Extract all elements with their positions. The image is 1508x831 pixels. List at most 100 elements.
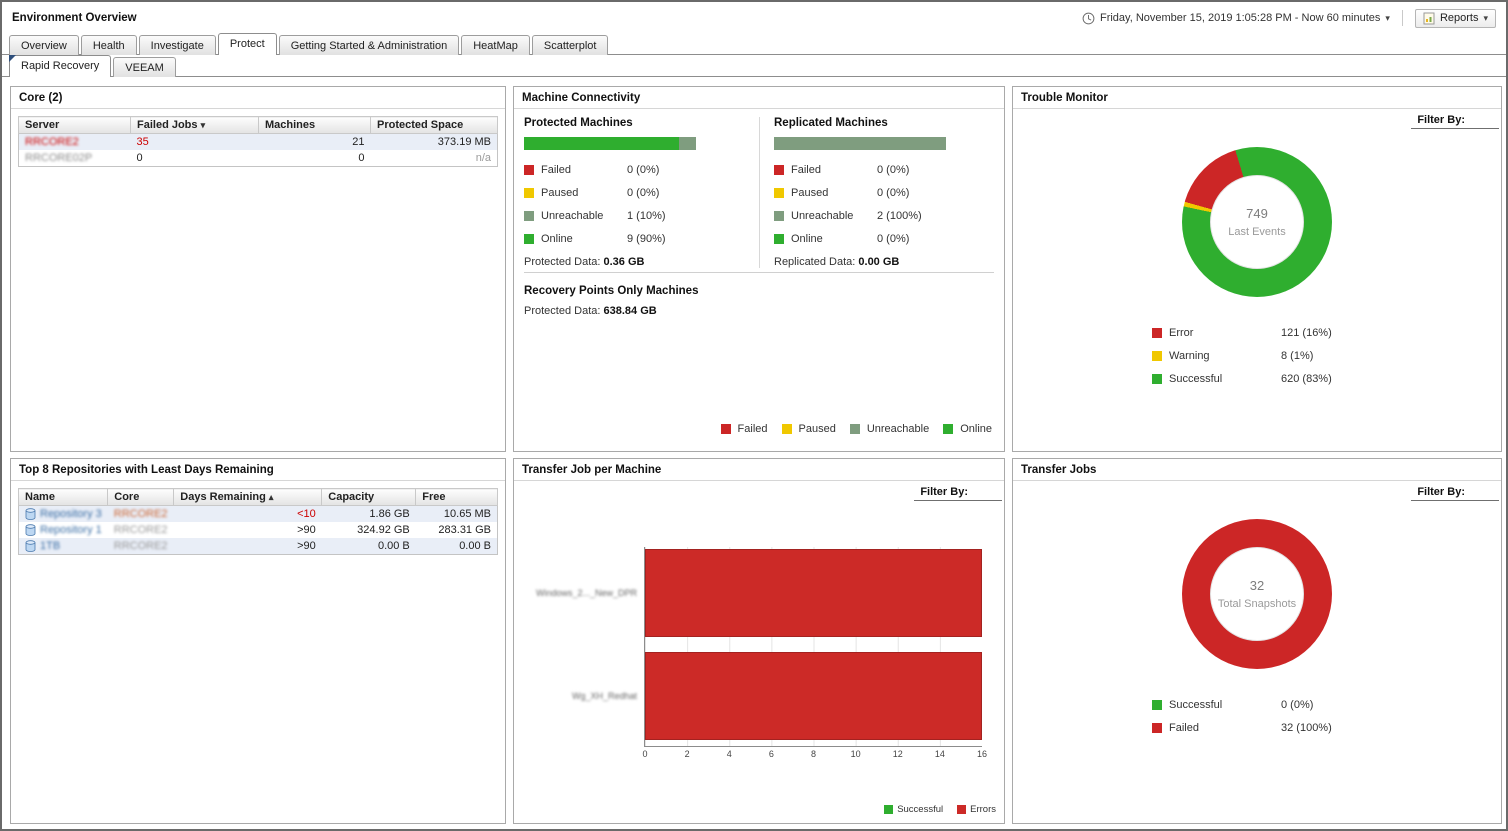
protected-space-value: 373.19 MB <box>437 136 491 148</box>
core-panel: Core (2) Server Failed Jobs ▾ Machines P… <box>10 86 506 452</box>
legend-item: Error 121 (16%) <box>1152 327 1362 339</box>
column-header-name[interactable]: Name <box>17 488 109 506</box>
legend-item: Paused 0 (0%) <box>774 187 994 199</box>
x-axis-tick-label: 6 <box>768 749 774 759</box>
legend-item: Failed 32 (100%) <box>1152 722 1362 734</box>
column-header-failed-jobs[interactable]: Failed Jobs ▾ <box>130 116 259 134</box>
repository-link[interactable]: Repository 3 <box>40 508 102 520</box>
repository-link[interactable]: 1TB <box>40 540 61 552</box>
x-axis-tick-label: 4 <box>726 749 732 759</box>
legend-swatch <box>884 805 894 814</box>
legend-item: Paused 0 (0%) <box>524 187 759 199</box>
legend-label: Paused <box>541 187 579 199</box>
table-row: Repository 1 RRCORE2 >90 324.92 GB 283.3… <box>19 522 498 538</box>
replicated-machines-legend: Failed 0 (0%) Paused 0 (0%) Unreachable 2 (10… <box>774 164 994 245</box>
legend-value: 0 (0%) <box>1281 699 1314 711</box>
days-remaining-value: <10 <box>297 508 316 520</box>
filter-by-row: Filter By: <box>514 481 1004 501</box>
donut-center-label: Total Snapshots <box>1217 598 1297 610</box>
machines-value: 21 <box>352 136 365 148</box>
errors-bar <box>645 652 982 740</box>
filter-by-input[interactable]: Filter By: <box>914 486 1002 501</box>
section-heading: Recovery Points Only Machines <box>524 285 699 297</box>
protected-space-value: n/a <box>475 152 491 164</box>
donut-center: 32 Total Snapshots <box>1210 547 1304 641</box>
tab-scatterplot[interactable]: Scatterplot <box>531 35 609 55</box>
filter-by-label: Filter By: <box>920 486 968 498</box>
legend-swatch <box>774 165 784 175</box>
legend-value: 0 (0%) <box>877 164 910 176</box>
legend-value: 8 (1%) <box>1281 350 1314 362</box>
column-header-core[interactable]: Core <box>107 488 175 506</box>
filter-by-input[interactable]: Filter By: <box>1411 486 1499 501</box>
x-axis-tick-label: 14 <box>934 749 945 759</box>
tab-protect[interactable]: Protect <box>217 33 277 55</box>
table-header-row: Name Core Days Remaining ▴ Capacity Free <box>17 488 498 506</box>
legend-label: Successful <box>897 804 944 815</box>
column-header-server[interactable]: Server <box>18 116 131 134</box>
legend-label: Online <box>541 233 573 245</box>
filter-by-label: Filter By: <box>1417 114 1465 126</box>
tab-heatmap[interactable]: HeatMap <box>461 35 530 55</box>
subtab-veeam[interactable]: VEEAM <box>113 57 176 77</box>
donut-center-value: 749 <box>1246 206 1268 221</box>
connectivity-columns: Protected Machines Failed 0 (0%) Paused 0 (… <box>524 117 994 273</box>
tab-health[interactable]: Health <box>80 35 137 55</box>
panel-title: Core (2) <box>11 87 505 109</box>
tab-investigate[interactable]: Investigate <box>138 35 216 55</box>
server-link[interactable]: RRCORE2 <box>25 136 79 148</box>
legend-item: Online 0 (0%) <box>774 233 994 245</box>
legend-label: Unreachable <box>866 423 930 435</box>
column-header-machines[interactable]: Machines <box>258 116 371 134</box>
legend-item: Unreachable <box>849 423 930 435</box>
dashboard-panels: Core (2) Server Failed Jobs ▾ Machines P… <box>10 86 1502 824</box>
column-header-free[interactable]: Free <box>415 488 498 506</box>
legend-value: 121 (16%) <box>1281 327 1332 339</box>
bar-segment <box>774 137 946 150</box>
legend-value: 32 (100%) <box>1281 722 1332 734</box>
reports-button[interactable]: Reports ▾ <box>1414 8 1496 28</box>
time-range-text[interactable]: Friday, November 15, 2019 1:05:28 PM - N… <box>1099 12 1381 24</box>
legend-swatch <box>1152 351 1162 361</box>
server-link[interactable]: RRCORE02P <box>25 152 93 164</box>
legend-label: Online <box>960 423 992 435</box>
table-row: RRCORE2 35 21 373.19 MB <box>18 133 498 150</box>
legend-swatch <box>849 424 860 434</box>
legend-label: Warning <box>1169 350 1210 362</box>
column-header-capacity[interactable]: Capacity <box>321 488 417 506</box>
section-heading: Protected Machines <box>524 117 633 129</box>
repository-icon <box>25 508 36 520</box>
legend-item: Warning 8 (1%) <box>1152 350 1362 362</box>
legend-item: Unreachable 2 (100%) <box>774 210 994 222</box>
legend-swatch <box>957 805 967 814</box>
free-value: 10.65 MB <box>443 508 491 520</box>
legend-swatch <box>943 424 954 434</box>
tab-overview[interactable]: Overview <box>9 35 79 55</box>
subtab-rapid-recovery[interactable]: Rapid Recovery <box>9 55 112 77</box>
recovery-points-section: Recovery Points Only Machines Protected … <box>524 273 994 317</box>
legend-label: Failed <box>1169 722 1199 734</box>
bar-segment <box>678 137 696 150</box>
time-range-caret-icon[interactable]: ▾ <box>1385 12 1390 23</box>
column-header-days-remaining[interactable]: Days Remaining ▴ <box>173 488 323 506</box>
legend-swatch <box>774 234 784 244</box>
x-axis-tick-label: 2 <box>684 749 690 759</box>
tab-getting-started[interactable]: Getting Started & Administration <box>278 35 460 55</box>
legend-swatch <box>524 188 534 198</box>
filter-by-input[interactable]: Filter By: <box>1411 114 1499 129</box>
machines-value: 0 <box>358 152 365 164</box>
repository-link[interactable]: Repository 1 <box>40 524 102 536</box>
legend-item: Failed 0 (0%) <box>524 164 759 176</box>
table-header-row: Server Failed Jobs ▾ Machines Protected … <box>18 116 498 134</box>
capacity-value: 0.00 B <box>377 540 410 552</box>
legend-swatch <box>781 424 792 434</box>
donut-center: 749 Last Events <box>1210 175 1304 269</box>
table-row: 1TB RRCORE2 >90 0.00 B 0.00 B <box>18 538 498 555</box>
legend-value: 9 (90%) <box>627 233 666 245</box>
capacity-value: 324.92 GB <box>357 524 410 536</box>
column-header-protected-space[interactable]: Protected Space <box>370 116 498 134</box>
legend-swatch <box>524 165 534 175</box>
legend-label: Successful <box>1169 699 1223 711</box>
panel-title: Top 8 Repositories with Least Days Remai… <box>11 459 505 481</box>
transfer-jobs-legend: Successful 0 (0%) Failed 32 (100%) <box>1152 699 1362 745</box>
